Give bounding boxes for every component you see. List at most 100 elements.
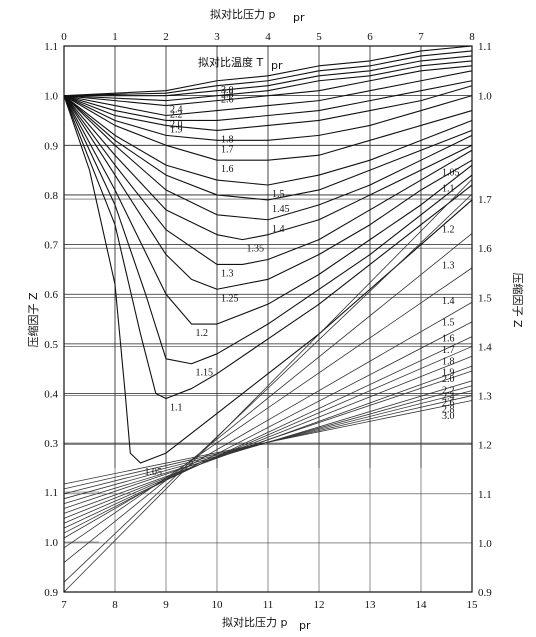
upper-curve [63,95,473,265]
tick-labels: 0 1 2 3 4 5 6 7 81.11.00.90.80.70.60.50.40.31.11… [44,31,492,611]
lower-curve [63,336,473,529]
left-y-tick: 0.3 [44,438,58,450]
lower-curve-label: 1.9 [442,368,455,379]
top-x-tick: 6 [367,31,373,43]
bottom-axis-title-subscript: pr [299,619,311,632]
upper-curve [63,70,473,117]
right-y-tick: 1.5 [478,292,492,304]
lower-curve-label: 3.0 [442,411,455,422]
upper-curve [63,95,473,325]
bottom-x-tick: 7 [61,599,67,611]
bottom-axis-title: 拟对比压力 p [222,615,287,629]
right-axis-title: 压缩因子 Z [511,272,524,327]
lower-curve [63,346,473,524]
upper-curve-label: 1.15 [196,368,214,379]
plot-frame [63,45,473,593]
upper-curve-label: 2.6 [221,95,234,106]
curve-labels: 1.051.11.151.21.251.31.351.41.451.51.61.… [145,85,460,478]
top-x-tick: 2 [163,31,169,43]
left-y-tick: 0.5 [44,339,58,351]
upper-curve-label: 1.1 [170,402,183,413]
upper-curve-label: 1.7 [221,144,234,155]
upper-curve-label: 1.35 [247,244,265,255]
top-x-tick: 8 [469,31,475,43]
upper-curve [63,95,473,464]
lower-curve-label: 2.2 [442,385,455,396]
right-y-tick: 1.0 [478,538,492,550]
upper-curve [63,95,473,186]
top-axis-title-subscript: pr [293,11,305,24]
upper-curve-label: 1.6 [221,164,234,175]
lower-curve-label: 1.6 [442,334,455,345]
lower-curves [63,179,473,593]
right-y-tick: 1.3 [478,391,492,403]
param-label-subscript: pr [271,59,283,72]
top-x-tick: 1 [112,31,118,43]
left-axis-title: 压缩因子 Z [27,292,40,347]
lower-curve-label: 1.05 [442,167,460,178]
upper-curve [63,45,473,97]
left-y-tick: 0.4 [44,389,58,401]
upper-curve-label: 1.25 [221,293,239,304]
bottom-x-tick: 15 [467,599,479,611]
top-x-tick: 7 [418,31,424,43]
right-y-tick: 1.7 [478,194,492,206]
upper-curve-label: 2.4 [170,105,183,116]
lower-curve-label: 1.4 [442,296,455,307]
right-y-tick: 0.9 [478,587,492,599]
upper-curve-label: 1.8 [221,134,234,145]
lower-curve-label: 1.1 [442,184,455,195]
right-y-tick-upper: 1.1 [478,41,492,53]
lower-curve-label: 1.7 [442,345,455,356]
lower-curve [63,193,473,583]
upper-curve-label: 1.5 [272,189,285,200]
upper-curve-label: 2.8 [221,90,234,101]
lower-curve [63,301,473,539]
upper-curve-label: 2.0 [170,120,183,131]
left-y-tick-inset: 0.9 [44,587,58,599]
upper-curve [63,95,473,400]
upper-curve [63,95,473,201]
upper-curve-label: 1.45 [272,204,290,215]
lower-curve-label: 1.2 [442,224,455,235]
param-label: 拟对比温度 T [198,55,263,69]
upper-curve-label: 3.0 [221,85,234,96]
top-x-tick: 0 [61,31,67,43]
upper-curve-label: 1.9 [170,124,183,135]
lower-curve [63,355,473,519]
upper-curve [63,95,473,241]
lower-curve-label: 2.6 [442,398,455,409]
right-y-tick: 1.4 [478,341,492,353]
left-y-tick: 0.8 [44,190,58,202]
lower-grid [63,150,473,593]
upper-curve [63,95,473,221]
bottom-x-tick: 13 [365,599,377,611]
top-x-tick: 5 [316,31,322,43]
left-y-tick: 1.0 [44,91,58,103]
lower-curve [63,267,473,549]
upper-curve [63,95,473,161]
upper-curve-label: 1.3 [221,268,234,279]
upper-curve-label: 2.2 [170,110,183,121]
lower-curve-label: 1.5 [442,317,455,328]
upper-curve-label: 1.05 [145,467,163,478]
left-y-tick: 0.7 [44,240,58,252]
bottom-x-tick: 14 [416,599,428,611]
left-y-tick-inset: 1.0 [44,537,58,549]
left-y-tick: 0.9 [44,140,58,152]
upper-curve [63,65,473,107]
lower-curve-label: 2.8 [442,405,455,416]
lower-curve [63,400,473,485]
upper-curves [63,45,473,464]
bottom-x-tick: 9 [163,599,169,611]
bottom-x-tick: 12 [314,599,325,611]
lower-curve-label: 2.4 [442,392,455,403]
lower-curve [63,370,473,509]
left-y-tick: 0.6 [44,289,58,301]
right-y-tick-upper: 1.0 [478,91,492,103]
lower-curve [63,179,473,593]
upper-curve [63,95,473,290]
lower-curve-label: 1.3 [442,260,455,271]
lower-curve-label: 2.0 [442,374,455,385]
